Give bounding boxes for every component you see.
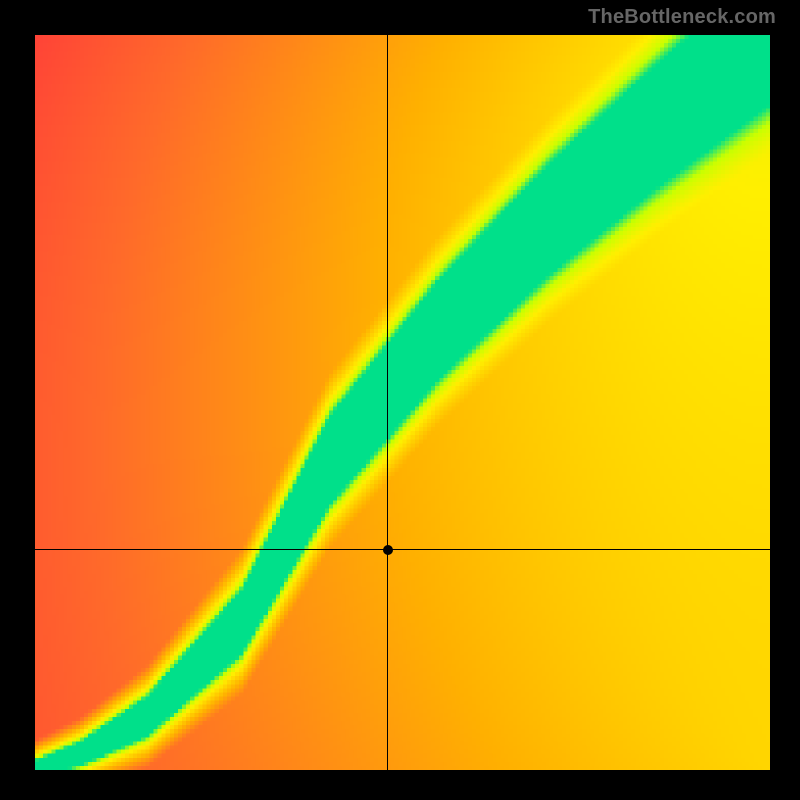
plot-area xyxy=(35,35,770,770)
marker-dot xyxy=(383,545,393,555)
crosshair-vertical xyxy=(387,35,388,770)
chart-root: TheBottleneck.com xyxy=(0,0,800,800)
crosshair-horizontal xyxy=(35,549,770,550)
watermark-text: TheBottleneck.com xyxy=(588,6,776,29)
heatmap-canvas xyxy=(35,35,770,770)
